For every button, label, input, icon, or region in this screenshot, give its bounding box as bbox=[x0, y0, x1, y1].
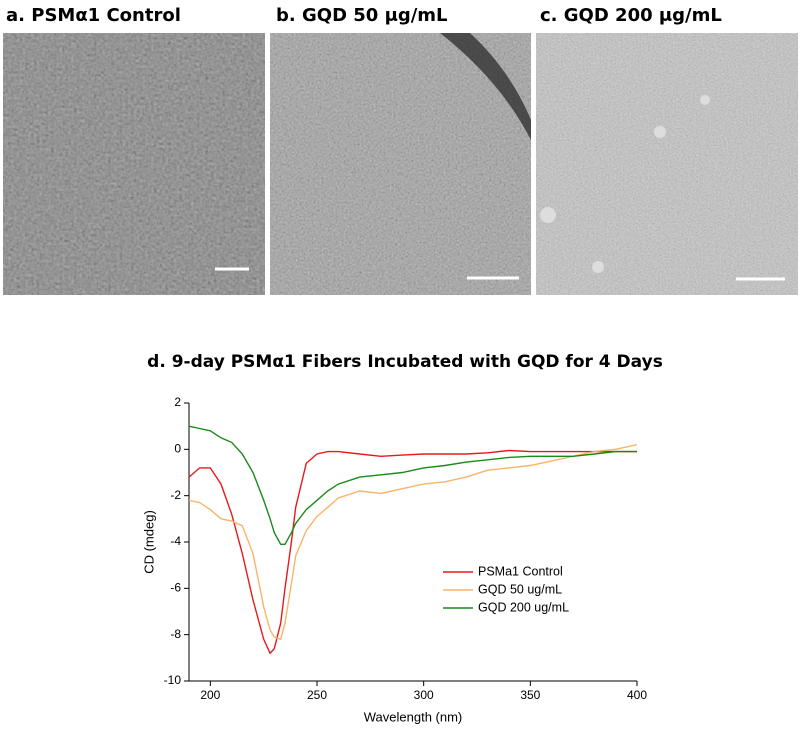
x-tick-label: 300 bbox=[414, 688, 434, 702]
x-tick-label: 200 bbox=[200, 688, 220, 702]
legend-label: GQD 200 ug/mL bbox=[478, 600, 569, 614]
y-tick-label: -2 bbox=[170, 488, 181, 502]
series-line bbox=[188, 425, 637, 545]
x-tick-label: 250 bbox=[307, 688, 327, 702]
legend-label: PSMa1 Control bbox=[478, 564, 563, 578]
series-line bbox=[188, 449, 637, 655]
legend-label: GQD 50 ug/mL bbox=[478, 582, 562, 596]
y-tick-label: -4 bbox=[170, 534, 181, 548]
panel-label: a. PSMα1 Control bbox=[6, 5, 181, 26]
panel-label: b. GQD 50 μg/mL bbox=[276, 5, 448, 26]
x-tick-label: 350 bbox=[520, 688, 540, 702]
micrograph-c bbox=[536, 33, 798, 295]
y-tick-label: -6 bbox=[170, 581, 181, 595]
y-tick-label: 0 bbox=[174, 442, 181, 456]
panel-label: c. GQD 200 μg/mL bbox=[540, 5, 722, 26]
chart-title: d. 9-day PSMα1 Fibers Incubated with GQD… bbox=[147, 352, 663, 372]
y-tick-label: -8 bbox=[170, 627, 181, 641]
y-tick-label: 2 bbox=[174, 395, 181, 409]
x-axis-label: Wavelength (nm) bbox=[364, 709, 463, 724]
x-tick-label: 400 bbox=[627, 688, 647, 702]
micrograph-b bbox=[270, 33, 531, 295]
micrograph-a bbox=[3, 33, 265, 295]
y-axis-label: CD (mdeg) bbox=[141, 510, 156, 574]
series-line bbox=[188, 444, 638, 641]
y-tick-label: -10 bbox=[164, 673, 182, 687]
